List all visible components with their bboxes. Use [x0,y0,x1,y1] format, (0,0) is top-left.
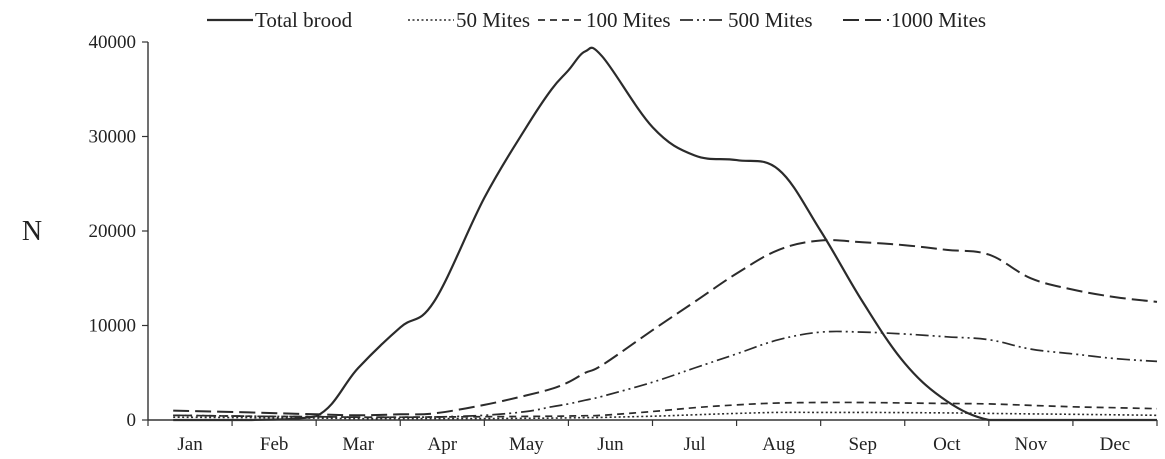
series-line-500-mites [173,330,1158,419]
x-tick-label-may: May [509,434,544,455]
y-axis-label: N [22,216,42,247]
x-tick-label-jan: Jan [177,434,203,455]
x-tick-label-nov: Nov [1015,434,1048,455]
series-line-total-brood [173,46,1157,422]
series-line-50-mites [173,411,1158,420]
legend-label-total-brood: Total brood [255,8,353,32]
x-tick-label-apr: Apr [428,434,458,455]
legend-label-100-mites: 100 Mites [586,8,671,32]
y-tick-label: 20000 [89,221,137,242]
legend-label-500-mites: 500 Mites [728,8,813,32]
y-tick-label: 40000 [89,32,137,53]
x-tick-label-feb: Feb [260,434,289,455]
x-tick-label-aug: Aug [762,434,795,455]
series-line-1000-mites [173,239,1158,417]
x-tick-label-oct: Oct [933,434,961,455]
x-tick-label-dec: Dec [1100,434,1131,455]
y-tick-label: 0 [127,410,137,431]
legend-label-1000-mites: 1000 Mites [891,8,986,32]
y-ticks: 0 10000 20000 30000 40000 [89,32,148,431]
legend: Total brood 50 Mites 100 Mites 500 Mites 100… [207,8,986,32]
x-ticks: Jan Feb Mar Apr May Jun Jul Aug Sep Oct Nov Dec [147,420,1158,455]
y-tick-label: 10000 [89,316,137,337]
x-tick-label-jun: Jun [597,434,624,455]
y-tick-label: 30000 [89,127,137,148]
x-tick-label-jul: Jul [683,434,705,455]
x-tick-label-sep: Sep [848,434,877,455]
x-tick-label-mar: Mar [342,434,374,455]
axes [147,42,1157,421]
series-line-100-mites [173,401,1158,419]
series-layer [173,46,1158,422]
legend-label-50-mites: 50 Mites [456,8,530,32]
